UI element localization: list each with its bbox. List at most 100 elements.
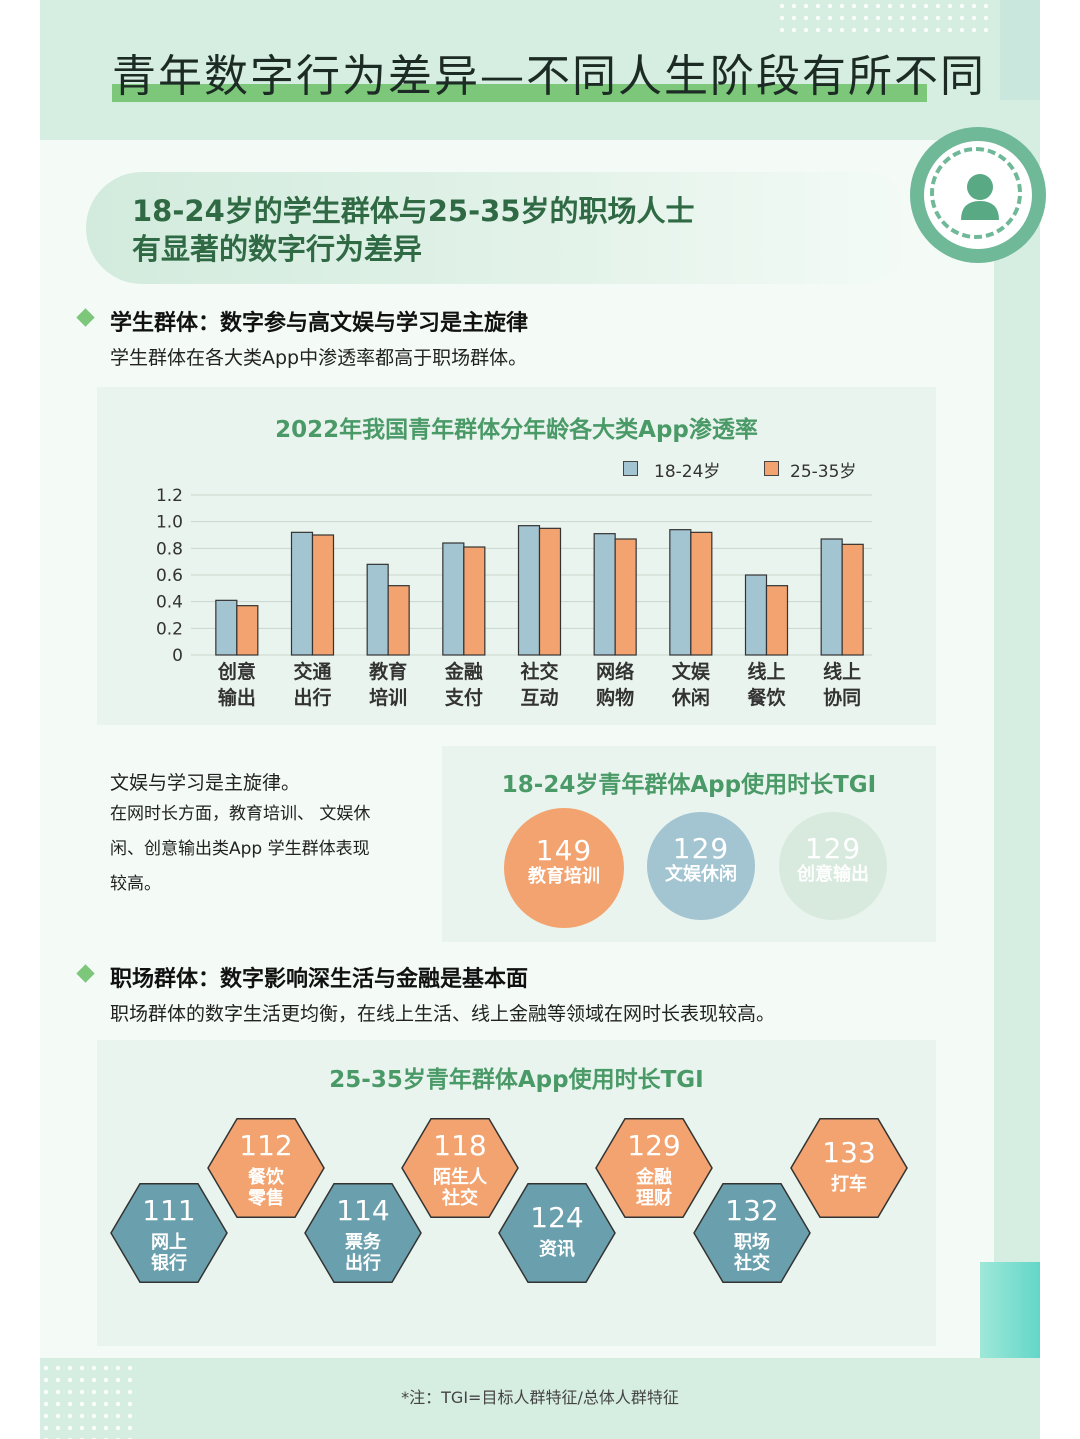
x-tick-label: 文娱 xyxy=(672,660,711,683)
worker-tgi-title: 25-35岁青年群体App使用时长TGI xyxy=(329,1067,704,1093)
tgi-value: 133 xyxy=(822,1136,875,1169)
tgi-value: 112 xyxy=(239,1129,292,1162)
dot-pattern xyxy=(40,1362,136,1439)
tgi-value: 114 xyxy=(336,1194,389,1227)
footer-band xyxy=(40,1358,1040,1439)
legend-label-25-35: 25-35岁 xyxy=(790,462,857,482)
summary-line-1: 在网时长方面，教育培训、 文娱休 xyxy=(110,804,371,824)
hexagon-shape xyxy=(110,1183,228,1283)
bar-18-24 xyxy=(669,529,692,656)
tgi-value: 129 xyxy=(804,832,862,865)
bar-18-24 xyxy=(215,599,238,656)
x-tick-label: 出行 xyxy=(293,686,331,709)
x-tick-label: 社交 xyxy=(519,660,558,683)
bar-25-35 xyxy=(311,534,335,656)
bar-18-24 xyxy=(820,538,843,656)
bar-25-35 xyxy=(387,585,410,656)
penetration-chart-panel xyxy=(97,387,936,725)
hexagon-shape xyxy=(304,1183,422,1283)
penetration-chart-title: 2022年我国青年群体分年龄各大类App渗透率 xyxy=(275,417,758,443)
tgi-hexagon: 124 资讯 xyxy=(498,1183,616,1283)
tgi-label: 出行 xyxy=(345,1252,381,1274)
badge-dashed-ring xyxy=(930,147,1022,239)
tgi-label: 资讯 xyxy=(539,1238,575,1260)
x-tick-label: 网络 xyxy=(596,660,634,683)
tgi-label: 零售 xyxy=(247,1187,284,1209)
tgi-label: 票务 xyxy=(345,1231,382,1253)
right-accent-bottom xyxy=(980,1262,1040,1377)
y-tick-label: 0.6 xyxy=(156,566,183,586)
tgi-value: 111 xyxy=(142,1194,195,1227)
summary-line-3: 较高。 xyxy=(110,874,161,894)
tgi-label: 金融 xyxy=(635,1166,672,1188)
x-tick-label: 休闲 xyxy=(671,686,710,709)
tgi-value: 132 xyxy=(725,1194,778,1227)
x-tick-label: 交通 xyxy=(293,660,332,683)
page-title: 青年数字行为差异—不同人生阶段有所不同 xyxy=(112,51,986,102)
summary-line-2: 闲、创意输出类App 学生群体表现 xyxy=(110,839,370,859)
title-highlight xyxy=(112,84,927,102)
x-tick-label: 金融 xyxy=(444,660,483,683)
tgi-hexagon: 133 打车 xyxy=(790,1118,908,1218)
x-tick-label: 线上 xyxy=(823,660,861,683)
legend-label-18-24: 18-24岁 xyxy=(654,462,721,482)
tgi-label: 打车 xyxy=(831,1173,867,1195)
y-tick-label: 0.2 xyxy=(156,619,183,639)
x-tick-label: 支付 xyxy=(444,686,483,709)
user-icon xyxy=(961,174,999,220)
bar-18-24 xyxy=(366,563,389,656)
bar-18-24 xyxy=(442,542,465,656)
bar-18-24 xyxy=(290,531,314,656)
section1-description: 学生群体在各大类App中渗透率都高于职场群体。 xyxy=(110,347,528,369)
x-tick-label: 互动 xyxy=(520,687,558,709)
student-tgi-title: 18-24岁青年群体App使用时长TGI xyxy=(501,772,877,798)
dot-pattern xyxy=(776,0,996,36)
y-tick-label: 1.0 xyxy=(156,513,183,533)
section2-description: 职场群体的数字生活更均衡，在线上生活、线上金融等领域在网时长表现较高。 xyxy=(110,1003,776,1025)
bar-18-24 xyxy=(593,533,616,656)
tgi-value: 129 xyxy=(672,832,730,865)
hexagon-shape xyxy=(401,1118,519,1218)
x-tick-label: 餐饮 xyxy=(747,686,786,709)
tgi-label: 社交 xyxy=(734,1252,770,1274)
hexagon-shape xyxy=(693,1183,811,1283)
legend-swatch-18-24 xyxy=(623,461,638,476)
bar-18-24 xyxy=(744,574,768,656)
tgi-bubble: 129 文娱休闲 xyxy=(647,812,755,920)
tgi-label: 职场 xyxy=(734,1232,770,1253)
tgi-value: 149 xyxy=(535,834,593,867)
x-tick-label: 创意 xyxy=(217,660,256,683)
tgi-label: 社交 xyxy=(442,1187,478,1209)
y-tick-label: 1.2 xyxy=(156,486,183,506)
hexagon-shape xyxy=(595,1118,713,1218)
bar-25-35 xyxy=(765,585,789,656)
footnote: *注：TGI=目标人群特征/总体人群特征 xyxy=(401,1388,679,1407)
tgi-label: 创意输出 xyxy=(797,864,869,885)
headline-line-2: 有显著的数字行为差异 xyxy=(132,232,423,266)
headline-line-1: 18-24岁的学生群体与25-35岁的职场人士 xyxy=(132,194,695,228)
tgi-label: 餐饮 xyxy=(247,1166,285,1188)
y-tick-label: 0.8 xyxy=(156,539,183,559)
tgi-label: 银行 xyxy=(151,1252,187,1274)
headline-banner xyxy=(86,172,916,284)
tgi-bubble: 149 教育培训 xyxy=(504,808,624,928)
tgi-value: 118 xyxy=(433,1129,486,1162)
bar-25-35 xyxy=(538,527,562,656)
tgi-label: 理财 xyxy=(636,1187,672,1209)
tgi-label: 网上 xyxy=(151,1232,187,1253)
summary-text: 在网时长方面，教育培训、 文娱休 闲、创意输出类App 学生群体表现 较高。 xyxy=(110,797,430,902)
tgi-label: 文娱休闲 xyxy=(665,864,737,885)
headline: 18-24岁的学生群体与25-35岁的职场人士 有显著的数字行为差异 xyxy=(132,192,892,268)
x-tick-label: 培训 xyxy=(369,686,407,709)
x-tick-label: 输出 xyxy=(218,686,256,709)
hexagon-shape xyxy=(790,1118,908,1218)
bar-25-35 xyxy=(690,531,713,656)
tgi-value: 124 xyxy=(530,1201,583,1234)
